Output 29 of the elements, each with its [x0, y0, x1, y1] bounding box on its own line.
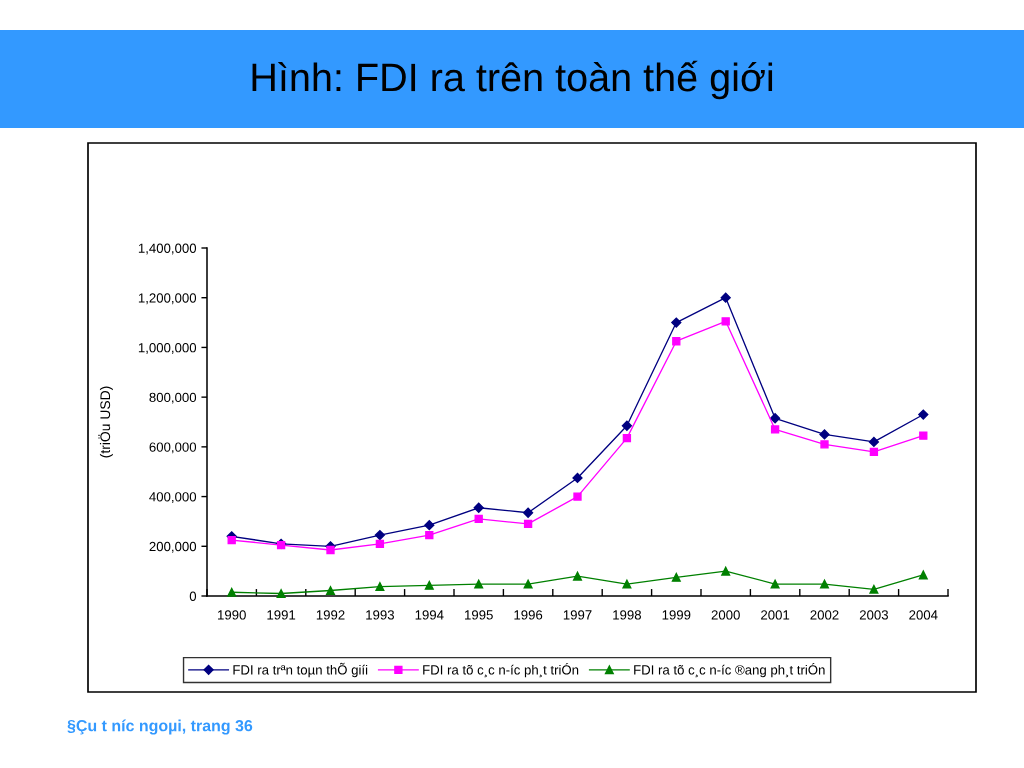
x-tick-label: 1990	[218, 610, 246, 620]
x-tick-label: 1996	[514, 610, 543, 620]
x-tick-label: 1999	[662, 610, 691, 620]
y-tick-label: 400,000	[149, 492, 197, 504]
x-tick-label: 2004	[909, 610, 938, 620]
y-tick-label: 1,000,000	[138, 343, 197, 354]
x-tick-label: 1997	[563, 610, 592, 620]
x-tick-label: 1994	[415, 610, 444, 620]
x-tick-label: 2000	[711, 610, 740, 620]
chart-title: Hình: FDI ra trên toàn thế giới	[252, 60, 773, 100]
x-tick-label: 1995	[465, 610, 493, 620]
x-tick-label: 1992	[316, 610, 345, 620]
legend-label: FDI ra tõ c¸c n-íc ®ang ph¸t triÓn	[634, 663, 825, 678]
x-tick-label: 2002	[810, 610, 839, 620]
x-tick-label: 1991	[267, 610, 296, 620]
y-tick-label: 1,400,000	[138, 243, 197, 255]
legend-label: FDI ra tõ c¸c n-íc ph¸t triÓn	[423, 663, 579, 678]
x-tick-label: 2001	[761, 610, 790, 620]
x-tick-label: 1998	[613, 610, 641, 620]
y-tick-label: 0	[189, 591, 197, 601]
y-tick-label: 600,000	[149, 442, 197, 454]
y-axis-title: (triÖu USD)	[98, 386, 113, 458]
legend-label: FDI ra trªn toµn thÕ giíi	[233, 662, 368, 678]
y-tick-label: 1,200,000	[138, 293, 197, 305]
x-tick-label: 2003	[859, 610, 888, 620]
text: §Çu t níc ngoµi, trang 36	[67, 719, 253, 735]
x-tick-label: 1993	[366, 610, 394, 620]
y-tick-label: 800,000	[149, 392, 197, 404]
y-tick-label: 200,000	[149, 541, 197, 553]
